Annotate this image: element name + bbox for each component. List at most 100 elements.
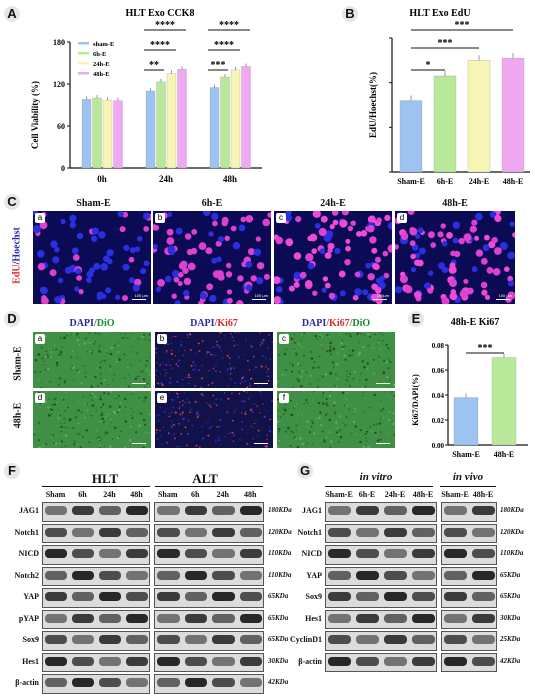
protein-label: NICD <box>301 549 322 558</box>
c-col-header: 48h-E <box>442 198 468 209</box>
lane-label: 24h <box>103 490 116 499</box>
protein-band <box>184 549 207 558</box>
protein-band <box>99 592 121 601</box>
lane-label: 48h <box>130 490 143 499</box>
protein-band <box>472 527 495 537</box>
nuclei-layer <box>277 332 395 388</box>
y-tick-label: 0.00 <box>432 442 445 450</box>
protein-band <box>72 678 94 687</box>
x-tick-label: Sham-E <box>397 177 425 186</box>
protein-band <box>412 613 435 623</box>
protein-band <box>99 656 121 666</box>
blot-strip <box>441 588 497 608</box>
bar <box>399 100 423 173</box>
lane-label: Sham-E <box>325 490 353 499</box>
x-tick-label: 24h-E <box>469 177 489 186</box>
molecular-weight-label: 65KDa <box>268 613 289 622</box>
protein-label: NICD <box>18 549 39 558</box>
blot-strip <box>154 609 264 629</box>
legend-label: sham-E <box>93 41 114 48</box>
protein-band <box>184 592 207 601</box>
f-group-header: HLT <box>91 471 119 486</box>
protein-band <box>328 592 351 601</box>
blot-strip <box>441 523 497 543</box>
protein-band <box>72 592 94 601</box>
protein-band <box>99 506 121 515</box>
protein-band <box>212 613 235 623</box>
protein-band <box>72 635 94 644</box>
significance-label: *** <box>455 20 470 31</box>
dio-micrograph: a <box>33 332 151 388</box>
protein-band <box>356 506 379 515</box>
protein-band <box>472 592 495 601</box>
protein-band <box>99 635 121 644</box>
protein-band <box>212 527 235 537</box>
protein-band <box>239 506 262 515</box>
blot-strip <box>441 609 497 629</box>
protein-band <box>72 613 94 623</box>
protein-band <box>239 656 262 666</box>
protein-band <box>99 570 121 580</box>
protein-band <box>412 549 435 558</box>
molecular-weight-label: 180KDa <box>268 506 292 514</box>
significance-label: *** <box>211 60 226 71</box>
protein-band <box>356 592 379 601</box>
protein-band <box>45 570 67 580</box>
y-tick-label: 0.08 <box>432 342 445 350</box>
protein-band <box>472 613 495 623</box>
protein-band <box>126 527 148 537</box>
blot-strip <box>325 523 437 543</box>
protein-band <box>384 635 407 644</box>
protein-band <box>184 527 207 537</box>
significance-label: * <box>426 60 431 71</box>
protein-label: YAP <box>306 570 322 580</box>
protein-band <box>412 570 435 580</box>
lane-label: 48h-E <box>472 490 494 499</box>
protein-band <box>444 592 467 601</box>
blot-strip <box>325 609 437 629</box>
protein-band <box>444 527 467 537</box>
protein-label: CyclinD1 <box>290 635 322 644</box>
blot-strip <box>154 502 264 522</box>
ki67-micrograph: e <box>155 391 273 448</box>
blot-strip <box>154 631 264 651</box>
ki67-micrograph: b <box>155 332 273 388</box>
lane-label: 24h <box>216 490 229 499</box>
nuclei-layer <box>155 332 273 388</box>
blot-strip <box>325 652 437 672</box>
blot-strip <box>441 631 497 651</box>
blot-strip <box>154 674 264 694</box>
blot-strip <box>325 566 437 586</box>
nuclei-layer <box>33 211 151 304</box>
molecular-weight-label: 65KDa <box>268 592 289 600</box>
protein-band <box>126 656 148 666</box>
blot-strip <box>42 545 150 565</box>
protein-band <box>239 549 262 558</box>
protein-band <box>157 613 180 623</box>
d-col-header: DAPI/DiO <box>69 318 115 329</box>
protein-band <box>126 678 148 687</box>
protein-band <box>412 506 435 515</box>
protein-label: pYAP <box>18 613 39 623</box>
protein-band <box>328 635 351 644</box>
chart-e-title: 48h-E Ki67 <box>451 317 500 328</box>
molecular-weight-label: 65KDa <box>500 570 521 579</box>
significance-label: *** <box>478 343 493 354</box>
molecular-weight-label: 42KDa <box>500 656 521 665</box>
y-tick-label: 60 <box>57 122 65 131</box>
protein-band <box>99 678 121 687</box>
bar <box>209 87 220 169</box>
protein-label: Notch1 <box>297 527 322 537</box>
protein-band <box>384 527 407 537</box>
protein-band <box>239 678 262 687</box>
molecular-weight-label: 110KDa <box>268 570 292 579</box>
protein-band <box>444 635 467 644</box>
bar <box>220 76 230 169</box>
significance-label: **** <box>150 40 170 51</box>
c-row-label: EdU/Hoechst <box>11 227 23 284</box>
molecular-weight-label: 120KDa <box>268 527 292 536</box>
blot-strip <box>42 502 150 522</box>
bar <box>102 99 113 169</box>
lane-label: 48h-E <box>412 490 434 499</box>
protein-band <box>45 635 67 644</box>
